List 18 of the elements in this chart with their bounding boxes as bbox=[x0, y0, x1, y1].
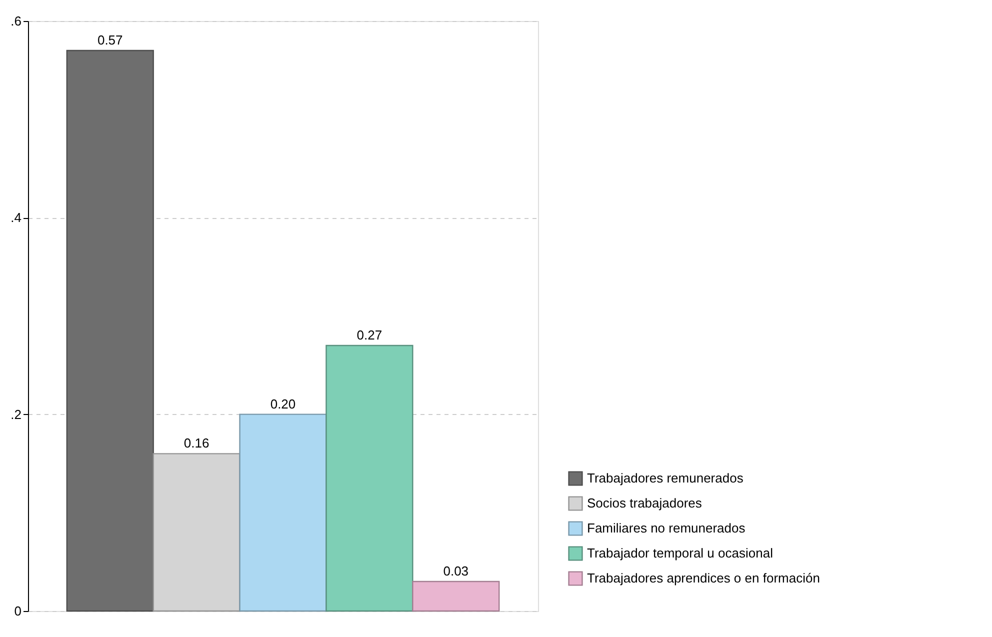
y-tick-label: .2 bbox=[10, 406, 22, 422]
data-label: 0.57 bbox=[97, 32, 123, 48]
y-tick-label: .4 bbox=[10, 210, 22, 226]
data-label: 0.03 bbox=[443, 564, 469, 578]
bar bbox=[412, 580, 500, 612]
legend-label: Trabajador temporal u ocasional bbox=[587, 546, 774, 560]
legend-label: Trabajadores aprendices o en formación bbox=[587, 570, 820, 586]
legend-label: Socios trabajadores bbox=[587, 496, 702, 510]
data-label: 0.27 bbox=[356, 328, 382, 342]
bar bbox=[66, 50, 154, 612]
bar bbox=[326, 344, 414, 612]
legend-label: Familiares no remunerados bbox=[587, 520, 746, 536]
bar bbox=[239, 414, 327, 612]
data-label: 0.20 bbox=[270, 396, 296, 412]
legend-label: Trabajadores remunerados bbox=[587, 470, 744, 486]
y-tick-label: 0 bbox=[14, 604, 22, 618]
y-tick-label: .6 bbox=[10, 14, 22, 28]
data-label: 0.16 bbox=[184, 436, 210, 451]
